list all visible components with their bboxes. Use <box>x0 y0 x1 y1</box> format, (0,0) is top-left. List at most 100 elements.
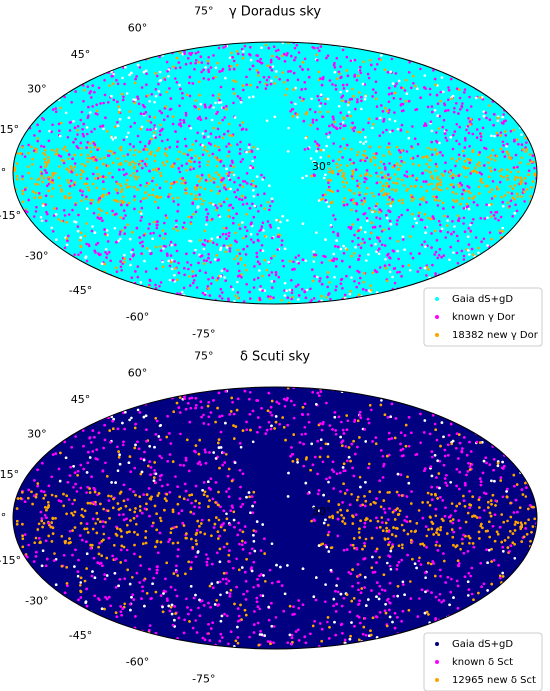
star-point <box>291 108 295 111</box>
star-point <box>143 162 147 166</box>
star-point <box>280 54 284 58</box>
star-point <box>39 216 43 219</box>
star-point <box>108 84 111 87</box>
star-point <box>380 104 383 107</box>
star-point <box>156 220 159 223</box>
star-point <box>469 229 473 233</box>
star-point <box>191 143 195 146</box>
star-point <box>125 92 129 95</box>
star-point <box>236 275 240 278</box>
star-point <box>389 204 393 208</box>
star-point <box>434 83 438 86</box>
star-point <box>241 203 245 206</box>
star-point <box>358 130 362 134</box>
star-point <box>513 198 516 201</box>
star-point <box>167 75 170 78</box>
star-point <box>268 208 271 212</box>
star-point <box>33 134 36 137</box>
star-point <box>294 86 298 90</box>
star-point <box>428 93 432 96</box>
star-point <box>439 223 442 227</box>
star-point <box>147 119 150 123</box>
star-point <box>161 229 165 232</box>
star-point <box>44 203 47 206</box>
star-point <box>351 87 354 91</box>
star-point <box>478 161 481 164</box>
star-point <box>47 156 50 159</box>
star-point <box>378 166 381 170</box>
star-point <box>245 128 248 131</box>
star-point <box>297 254 301 257</box>
star-point <box>328 124 331 128</box>
star-point <box>381 176 384 179</box>
star-point <box>346 103 350 107</box>
star-point <box>179 177 182 181</box>
star-point <box>206 150 209 153</box>
star-point <box>347 101 351 104</box>
star-point <box>140 215 143 219</box>
star-point <box>133 165 136 169</box>
star-point <box>421 197 425 201</box>
star-point <box>176 140 179 143</box>
star-point <box>471 197 475 200</box>
star-point <box>228 178 232 181</box>
star-point <box>451 147 455 151</box>
star-point <box>438 141 441 145</box>
star-point <box>65 221 68 224</box>
star-point <box>418 211 421 215</box>
star-point <box>520 143 524 146</box>
star-point <box>259 249 263 252</box>
star-point <box>142 112 146 116</box>
star-point <box>45 171 48 174</box>
star-point <box>258 269 261 272</box>
star-point <box>219 248 222 252</box>
star-point <box>397 199 401 202</box>
star-point <box>368 207 371 210</box>
star-point <box>198 193 201 196</box>
sky-map: δ Scuti sky75°60°45°30°15°0°-15°-30°-45°… <box>0 350 543 691</box>
star-point <box>88 142 91 145</box>
star-point <box>201 242 205 246</box>
star-point <box>506 142 509 146</box>
star-point <box>325 56 328 60</box>
star-point <box>369 174 372 178</box>
star-point <box>227 150 231 153</box>
star-point <box>167 195 170 199</box>
star-point <box>393 281 397 285</box>
star-point <box>320 261 324 264</box>
star-point <box>218 235 222 239</box>
star-point <box>203 293 207 297</box>
star-point <box>67 181 70 184</box>
star-point <box>42 177 46 180</box>
star-point <box>43 157 47 161</box>
star-point <box>516 176 520 179</box>
star-point <box>410 145 413 148</box>
star-point <box>355 285 359 289</box>
star-point <box>269 66 272 69</box>
star-point <box>152 176 155 180</box>
star-point <box>515 209 519 213</box>
star-point <box>173 273 176 277</box>
star-point <box>277 275 281 279</box>
star-point <box>415 221 418 225</box>
star-point <box>397 215 401 219</box>
star-point <box>184 144 188 148</box>
star-point <box>424 576 427 579</box>
star-point <box>462 222 465 225</box>
star-point <box>58 134 62 138</box>
star-point <box>364 289 368 292</box>
star-point <box>519 176 523 179</box>
star-point <box>509 170 513 174</box>
star-point <box>172 200 175 203</box>
star-point <box>465 128 468 132</box>
star-point <box>386 192 390 195</box>
star-point <box>374 80 378 83</box>
star-point <box>363 197 366 200</box>
star-point <box>406 208 409 212</box>
star-point <box>165 160 169 163</box>
star-point <box>412 197 416 200</box>
star-point <box>92 172 95 176</box>
star-point <box>248 68 252 71</box>
star-point <box>179 292 182 296</box>
star-point <box>77 213 80 217</box>
